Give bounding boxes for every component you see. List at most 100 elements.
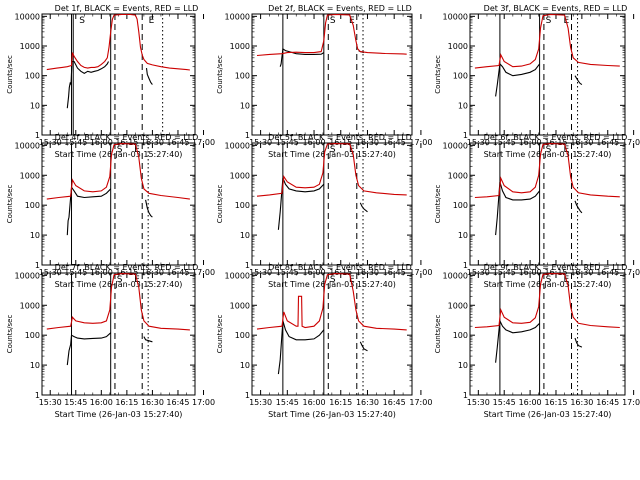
plot-frame xyxy=(469,142,626,266)
events-series-line xyxy=(574,337,583,348)
lld-series-line xyxy=(474,14,620,69)
y-tick-label: 1 xyxy=(35,391,40,400)
x-tick-label: 15:45 xyxy=(64,398,87,407)
y-tick-label: 10 xyxy=(240,231,250,240)
y-tick-label: 1000 xyxy=(448,171,468,180)
events-series-line xyxy=(495,181,541,236)
events-series-line xyxy=(574,75,583,86)
plot-frame xyxy=(41,272,196,396)
y-axis-label: Counts/sec xyxy=(216,185,224,224)
interval-annotation: S xyxy=(546,145,552,155)
detector-panel: Det 9f, BLACK = Events, RED = LLD Counts/… xyxy=(434,263,640,419)
x-axis-label: Start Time (26-Jan-03 15:27:40) xyxy=(484,280,612,289)
detector-panel: Det 8f, BLACK = Events, RED = LLD Counts/… xyxy=(216,263,432,419)
detector-panel: Det 2f, BLACK = Events, RED = LLD Counts/… xyxy=(216,4,432,159)
x-tick-label: 15:30 xyxy=(467,398,490,407)
y-tick-label: 10000 xyxy=(443,12,468,21)
x-tick-label: 17:00 xyxy=(622,268,640,277)
y-tick-label: 1000 xyxy=(448,301,468,310)
y-tick-label: 10000 xyxy=(443,271,468,280)
y-tick-label: 100 xyxy=(25,201,40,210)
events-series-line xyxy=(359,202,368,213)
y-tick-label: 10000 xyxy=(15,271,40,280)
plot-frame xyxy=(469,13,626,136)
y-tick-label: 1000 xyxy=(20,171,40,180)
x-tick-label: 16:00 xyxy=(519,398,542,407)
interval-annotation: S xyxy=(79,16,85,26)
plot-frame xyxy=(251,142,413,266)
chart-title: Det 2f, BLACK = Events, RED = LLD xyxy=(268,4,412,13)
plot-frame xyxy=(41,13,196,136)
events-series-line xyxy=(143,336,153,343)
events-series-line xyxy=(145,199,153,218)
plot-frame xyxy=(251,13,413,136)
y-tick-label: 1 xyxy=(35,131,40,140)
y-tick-label: 1000 xyxy=(448,42,468,51)
y-tick-label: 1000 xyxy=(230,301,250,310)
x-tick-label: 16:45 xyxy=(383,398,406,407)
x-axis-label: Start Time (26-Jan-03 15:27:40) xyxy=(55,150,183,159)
interval-annotation: S xyxy=(330,145,336,155)
y-tick-label: 10000 xyxy=(225,141,250,150)
y-tick-label: 1000 xyxy=(230,171,250,180)
x-tick-label: 17:00 xyxy=(192,138,215,147)
y-tick-label: 10 xyxy=(240,101,250,110)
y-tick-label: 10000 xyxy=(15,12,40,21)
x-tick-label: 17:00 xyxy=(409,268,432,277)
x-tick-label: 17:00 xyxy=(622,398,640,407)
x-tick-label: 16:15 xyxy=(544,398,567,407)
events-series-line xyxy=(359,341,368,352)
y-axis-label: Counts/sec xyxy=(216,315,224,354)
x-axis-label: Start Time (26-Jan-03 15:27:40) xyxy=(268,410,396,419)
x-tick-label: 17:00 xyxy=(192,268,215,277)
interval-annotation: E xyxy=(349,275,355,285)
x-tick-label: 16:45 xyxy=(596,398,619,407)
x-tick-label: 16:15 xyxy=(115,398,138,407)
interval-annotation: S xyxy=(546,275,552,285)
y-tick-label: 10 xyxy=(458,231,468,240)
x-tick-label: 16:00 xyxy=(90,398,113,407)
y-tick-label: 1 xyxy=(463,391,468,400)
y-tick-label: 10000 xyxy=(15,141,40,150)
y-tick-label: 10 xyxy=(458,101,468,110)
y-tick-label: 1 xyxy=(463,261,468,270)
y-tick-label: 1 xyxy=(463,131,468,140)
y-axis-label: Counts/sec xyxy=(434,315,442,354)
lld-series-line xyxy=(46,14,190,71)
lld-series-line xyxy=(474,273,620,329)
y-tick-label: 100 xyxy=(25,72,40,81)
y-axis-label: Counts/sec xyxy=(6,185,14,224)
lld-series-line xyxy=(46,273,190,331)
y-tick-label: 100 xyxy=(25,331,40,340)
events-series-line xyxy=(279,47,325,67)
chart-title: Det 7f, BLACK = Events, RED = LLD xyxy=(55,263,199,272)
interval-annotation: S xyxy=(117,145,123,155)
y-axis-label: Counts/sec xyxy=(6,315,14,354)
y-tick-label: 100 xyxy=(453,72,468,81)
x-tick-label: 17:00 xyxy=(622,138,640,147)
lld-series-line xyxy=(474,143,620,199)
plot-frame xyxy=(469,272,626,396)
x-axis-label: Start Time (26-Jan-03 15:27:40) xyxy=(484,150,612,159)
x-tick-label: 16:15 xyxy=(329,398,352,407)
x-tick-label: 15:30 xyxy=(39,398,62,407)
y-tick-label: 1 xyxy=(35,261,40,270)
y-tick-label: 10000 xyxy=(225,12,250,21)
y-tick-label: 10 xyxy=(240,361,250,370)
y-axis-label: Counts/sec xyxy=(434,185,442,224)
lld-series-line xyxy=(256,273,407,331)
y-tick-label: 100 xyxy=(453,331,468,340)
lld-series-line xyxy=(46,143,190,200)
interval-annotation: S xyxy=(546,16,552,26)
lld-series-line xyxy=(256,14,407,57)
y-tick-label: 10000 xyxy=(443,141,468,150)
chart-title: Det 4f, BLACK = Events, RED = LLD xyxy=(55,133,199,142)
y-tick-label: 100 xyxy=(235,331,250,340)
events-series-line xyxy=(66,332,112,366)
chart-title: Det 3f, BLACK = Events, RED = LLD xyxy=(484,4,628,13)
plot-frame xyxy=(41,142,196,266)
plot-frame xyxy=(251,272,413,396)
y-axis-label: Counts/sec xyxy=(6,55,14,94)
x-tick-label: 16:30 xyxy=(570,398,593,407)
y-tick-label: 10 xyxy=(458,361,468,370)
